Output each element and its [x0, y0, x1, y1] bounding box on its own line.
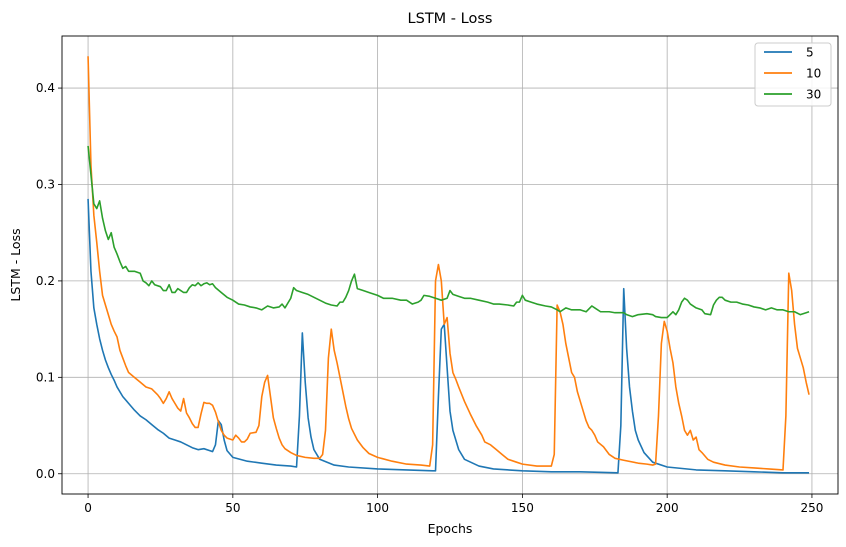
y-tick-label: 0.0: [36, 467, 55, 481]
x-tick-label: 150: [511, 501, 534, 515]
legend: 5 10 30: [754, 42, 832, 107]
y-tick-label: 0.4: [36, 81, 55, 95]
series-line-30: [87, 145, 810, 319]
x-axis-label: Epochs: [428, 521, 473, 536]
y-axis: 0.0 0.1 0.2 0.3 0.4: [36, 81, 62, 481]
legend-label-5: 5: [806, 46, 814, 60]
series-line-5: [87, 198, 810, 474]
x-tick-label: 0: [84, 501, 92, 515]
y-axis-label: LSTM - Loss: [8, 228, 23, 301]
legend-label-10: 10: [806, 67, 821, 81]
plot-frame: [61, 35, 839, 495]
x-tick-label: 100: [366, 501, 389, 515]
x-axis: 0 50 100 150 200 250: [84, 494, 823, 515]
y-tick-label: 0.3: [36, 177, 55, 191]
x-tick-label: 200: [656, 501, 679, 515]
legend-label-30: 30: [806, 88, 821, 102]
grid: [62, 36, 838, 494]
y-tick-label: 0.2: [36, 274, 55, 288]
legend-box: [754, 42, 832, 107]
x-tick-label: 50: [225, 501, 240, 515]
y-tick-label: 0.1: [36, 370, 55, 384]
series-line-10: [87, 56, 810, 471]
series-lines: [87, 56, 810, 474]
chart-title: LSTM - Loss: [408, 11, 493, 27]
x-tick-label: 250: [800, 501, 823, 515]
